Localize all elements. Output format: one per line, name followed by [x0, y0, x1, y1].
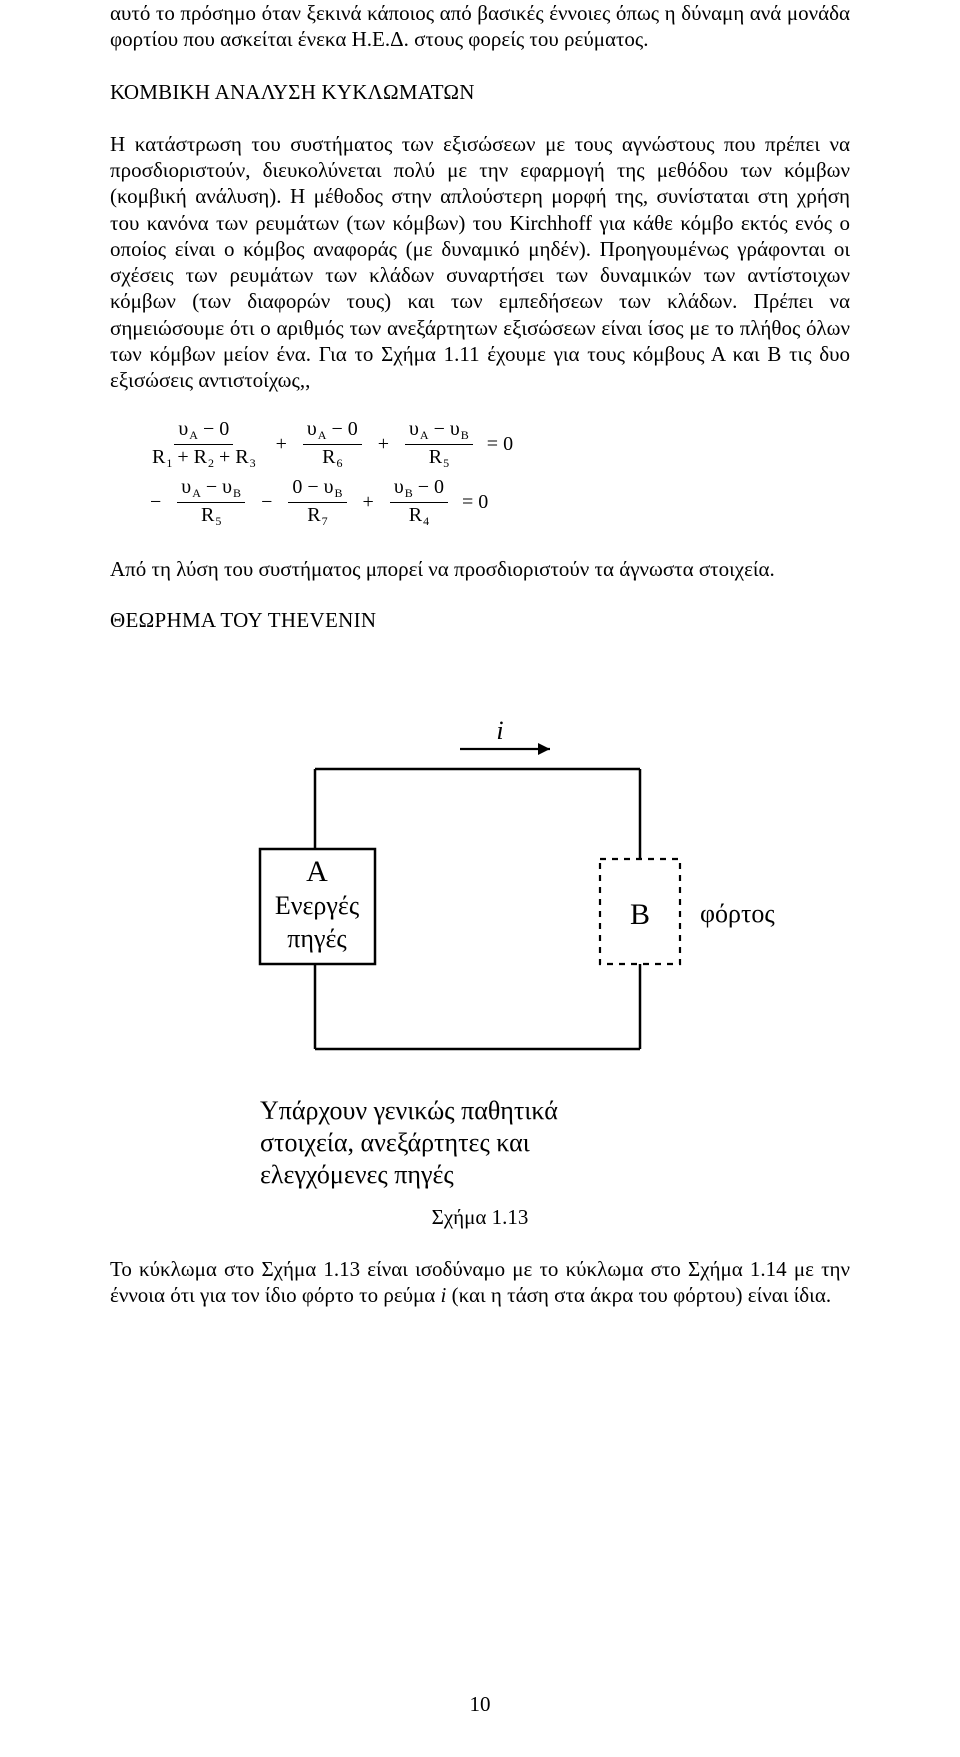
plus-icon: +	[274, 433, 289, 456]
plus-icon: +	[361, 491, 376, 514]
equation-2: − υA − υB R5 − 0 − υB R7 + υB − 0 R4 = 0	[110, 477, 850, 527]
figure-1-13: i Α Ενεργές πηγές B φόρτος Υπάρχουν γενι…	[110, 689, 850, 1230]
eq1-frac2: υA − 0 R6	[303, 419, 362, 469]
thevenin-title: ΘΕΩΡΗΜΑ ΤΟΥ THEVENIN	[110, 608, 850, 633]
final-para-suffix: (και η τάση στα άκρα του φόρτου) είναι ί…	[446, 1283, 831, 1307]
fig-sub-line2: στοιχεία, ανεξάρτητες και	[260, 1128, 530, 1157]
minus-icon: −	[148, 491, 163, 514]
eq2-frac3: υB − 0 R4	[390, 477, 448, 527]
eq2-frac2: 0 − υB R7	[288, 477, 346, 527]
fig-sub-line1: Υπάρχουν γενικώς παθητικά	[260, 1096, 558, 1125]
boxA-line3: πηγές	[287, 924, 347, 953]
intro-paragraph: αυτό το πρόσημο όταν ξεκινά κάποιος από …	[110, 0, 850, 53]
boxA-label-A: Α	[306, 855, 328, 888]
eq1-rhs: = 0	[487, 433, 513, 456]
eq2-frac1: υA − υB R5	[177, 477, 245, 527]
figure-caption: Σχήμα 1.13	[432, 1205, 529, 1230]
section-body-nodal: Η κατάστρωση του συστήματος των εξισώσεω…	[110, 131, 850, 394]
fig-sub-line3: ελεγχόμενες πηγές	[260, 1160, 454, 1189]
plus-icon: +	[376, 433, 391, 456]
load-label: φόρτος	[700, 899, 775, 928]
eq1-frac3: υA − υB R5	[405, 419, 473, 469]
after-eq-paragraph: Από τη λύση του συστήματος μπορεί να προ…	[110, 556, 850, 582]
current-i-label: i	[496, 716, 503, 745]
section-title-nodal: ΚΟΜΒΙΚΗ ΑΝΑΛΥΣΗ ΚΥΚΛΩΜΑΤΩΝ	[110, 79, 850, 105]
circuit-diagram-svg: i Α Ενεργές πηγές B φόρτος Υπάρχουν γενι…	[160, 689, 800, 1199]
final-paragraph: Το κύκλωμα στο Σχήμα 1.13 είναι ισοδύναμ…	[110, 1256, 850, 1309]
equation-1: υA − 0 R1 + R2 + R3 + υA − 0 R6 + υA − υ…	[110, 419, 850, 469]
minus-icon: −	[259, 491, 274, 514]
eq1-frac1: υA − 0 R1 + R2 + R3	[148, 419, 260, 469]
boxA-line2: Ενεργές	[275, 891, 360, 920]
boxB-label-B: B	[630, 898, 650, 931]
eq2-rhs: = 0	[462, 491, 488, 514]
page-number: 10	[0, 1692, 960, 1717]
